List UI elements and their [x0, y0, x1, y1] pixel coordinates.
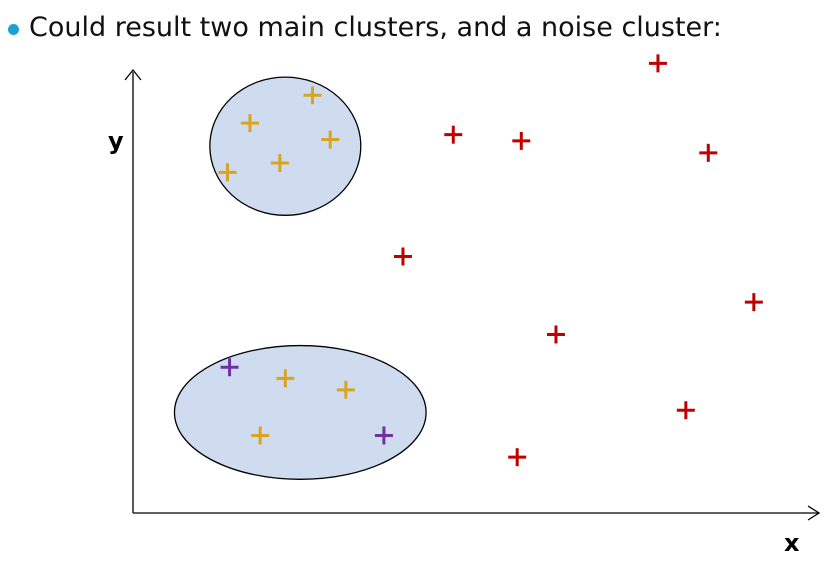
cluster-ellipse-2 [173, 344, 427, 480]
point-gold-6 [276, 369, 295, 388]
data-points [218, 54, 763, 467]
point-red-6 [744, 293, 763, 312]
point-gold-4 [218, 163, 237, 182]
y-axis-arrow-icon [124, 68, 142, 81]
point-gold-2 [321, 130, 340, 149]
bullet-point: Could result two main clusters, and a no… [8, 12, 722, 43]
point-red-3 [512, 131, 531, 150]
x-axis-label: x [784, 529, 800, 557]
point-purple-1 [220, 358, 239, 377]
point-red-9 [508, 448, 527, 467]
bullet-dot-icon [8, 24, 19, 35]
point-gold-3 [270, 154, 289, 173]
point-gold-5 [303, 86, 322, 105]
point-gold-8 [251, 426, 270, 445]
point-red-2 [444, 125, 463, 144]
point-purple-2 [374, 426, 393, 445]
axes: y x [108, 68, 821, 557]
point-red-8 [676, 401, 695, 420]
y-axis-label: y [108, 127, 124, 155]
x-axis-arrow-icon [807, 505, 821, 521]
point-red-1 [648, 54, 667, 73]
point-gold-7 [336, 380, 355, 399]
point-gold-1 [240, 114, 259, 133]
cluster-ellipses [173, 76, 427, 480]
bullet-text: Could result two main clusters, and a no… [29, 12, 722, 43]
point-red-7 [546, 325, 565, 344]
cluster-ellipse-1 [209, 76, 362, 216]
point-red-5 [393, 247, 412, 266]
point-red-4 [699, 143, 718, 162]
